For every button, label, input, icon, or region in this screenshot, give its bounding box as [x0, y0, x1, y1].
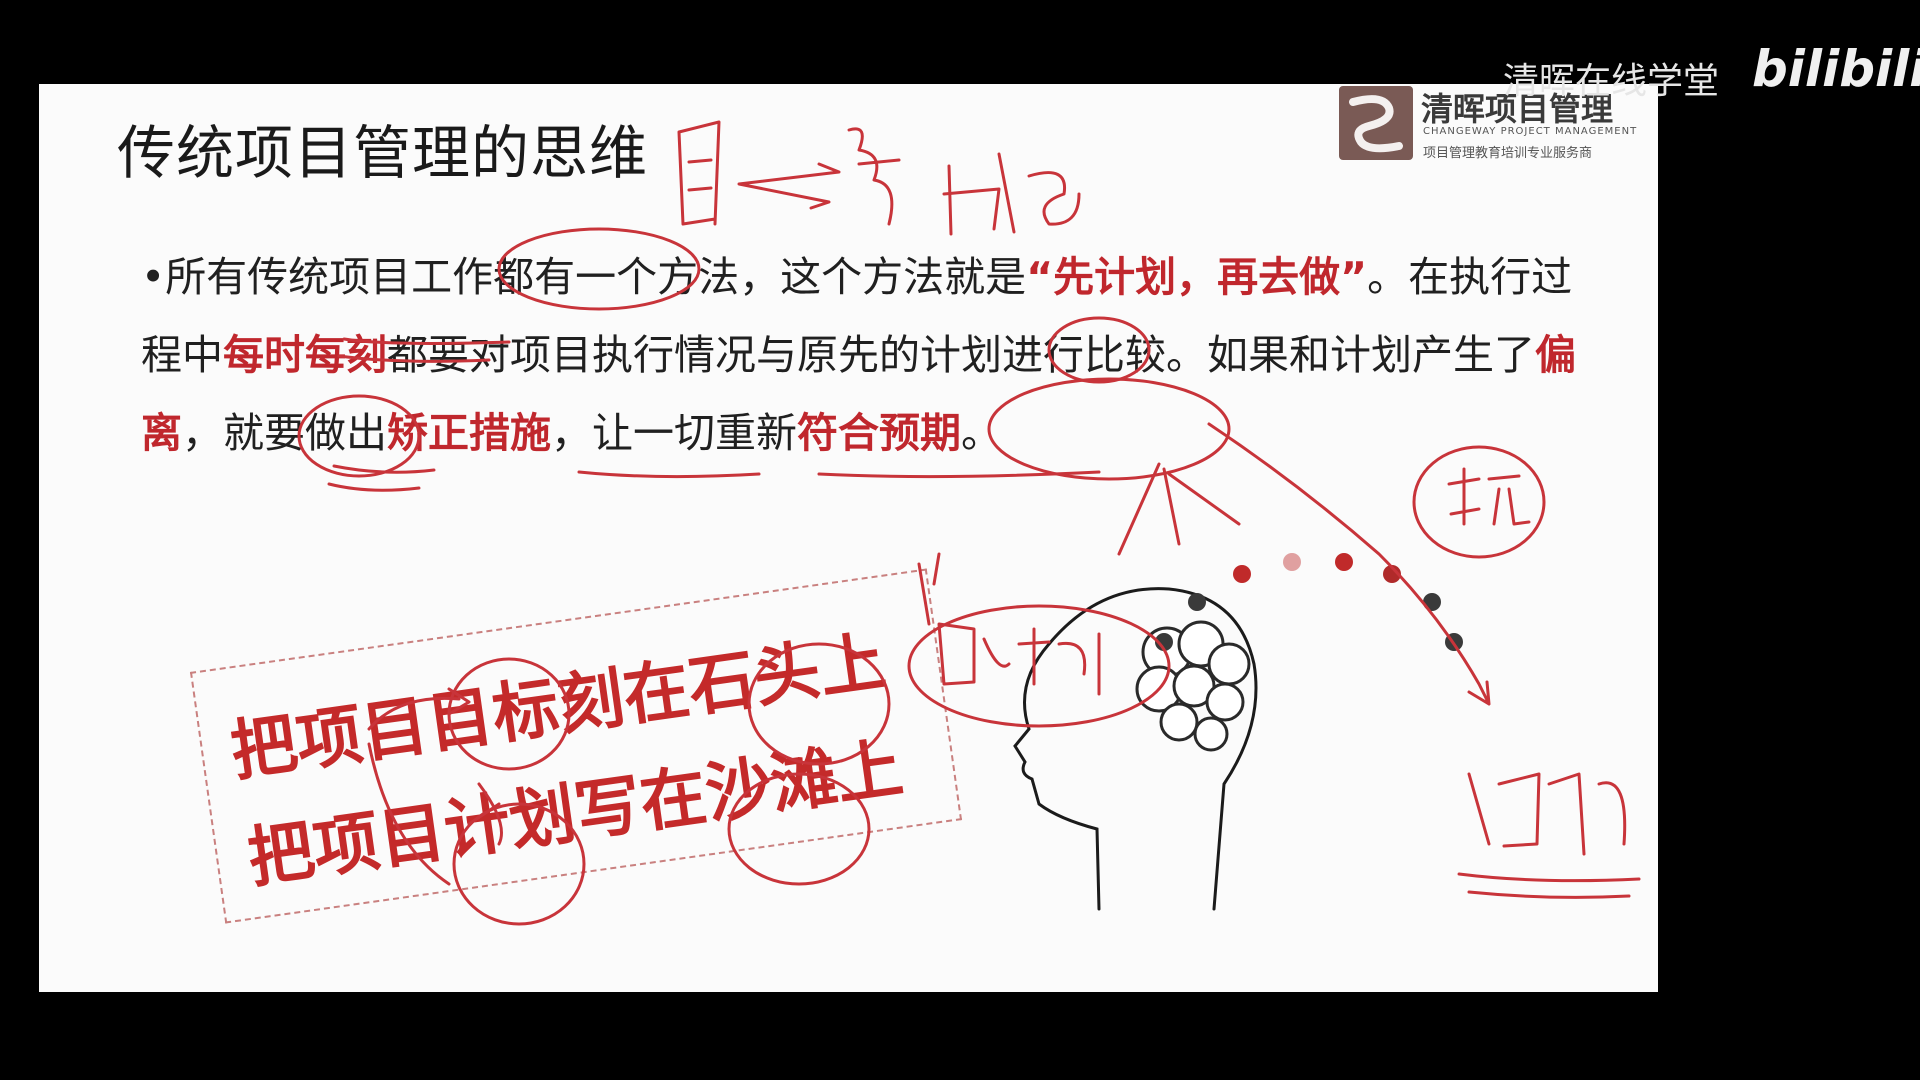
- highlight-deviation: 偏离: [141, 331, 1576, 457]
- bullet: •: [141, 253, 166, 301]
- quote-close: ”: [1340, 253, 1368, 301]
- slide: 传统项目管理的思维 清晖项目管理 CHANGEWAY PROJECT MANAG…: [39, 84, 1658, 992]
- logo-english: CHANGEWAY PROJECT MANAGEMENT: [1423, 126, 1638, 137]
- bilibili-logo: bilibili: [1752, 40, 1920, 98]
- watermark-text: 清晖在线学堂: [1503, 61, 1720, 102]
- text-part: 都要对项目执行情况与原先的计划进行比较。如果和计划产生了: [387, 331, 1535, 379]
- bullet-paragraph: •所有传统项目工作都有一个方法，这个方法就是“先计划，再去做”。在执行过程中每时…: [141, 238, 1601, 472]
- text-part: 所有传统项目工作都有一个方法，这个方法就是: [165, 253, 1027, 301]
- swirl-logo-icon: [1339, 86, 1413, 160]
- stamp-box: 把项目目标刻在石头上 把项目计划写在沙滩上: [189, 568, 963, 924]
- highlight-meet-expectation: 符合预期: [797, 409, 961, 457]
- slide-title: 传统项目管理的思维: [117, 119, 649, 187]
- highlight-corrective-action: 矫正措施: [387, 409, 551, 457]
- text-part: 。: [961, 409, 1002, 457]
- quote-open: “: [1026, 253, 1054, 301]
- text-part: 。在执行过程中: [141, 253, 1573, 379]
- logo-name: 清晖项目管理: [1421, 90, 1614, 128]
- logo-subtitle: 项目管理教育培训专业服务商: [1423, 146, 1593, 161]
- company-logo: 清晖项目管理 CHANGEWAY PROJECT MANAGEMENT 项目管理…: [1339, 84, 1658, 162]
- highlight-plan-first: 先计划，再去做: [1053, 253, 1341, 301]
- text-part: ，让一切重新: [551, 409, 797, 457]
- highlight-every-moment: 每时每刻: [223, 331, 387, 379]
- text-part: ，就要做出: [182, 409, 387, 457]
